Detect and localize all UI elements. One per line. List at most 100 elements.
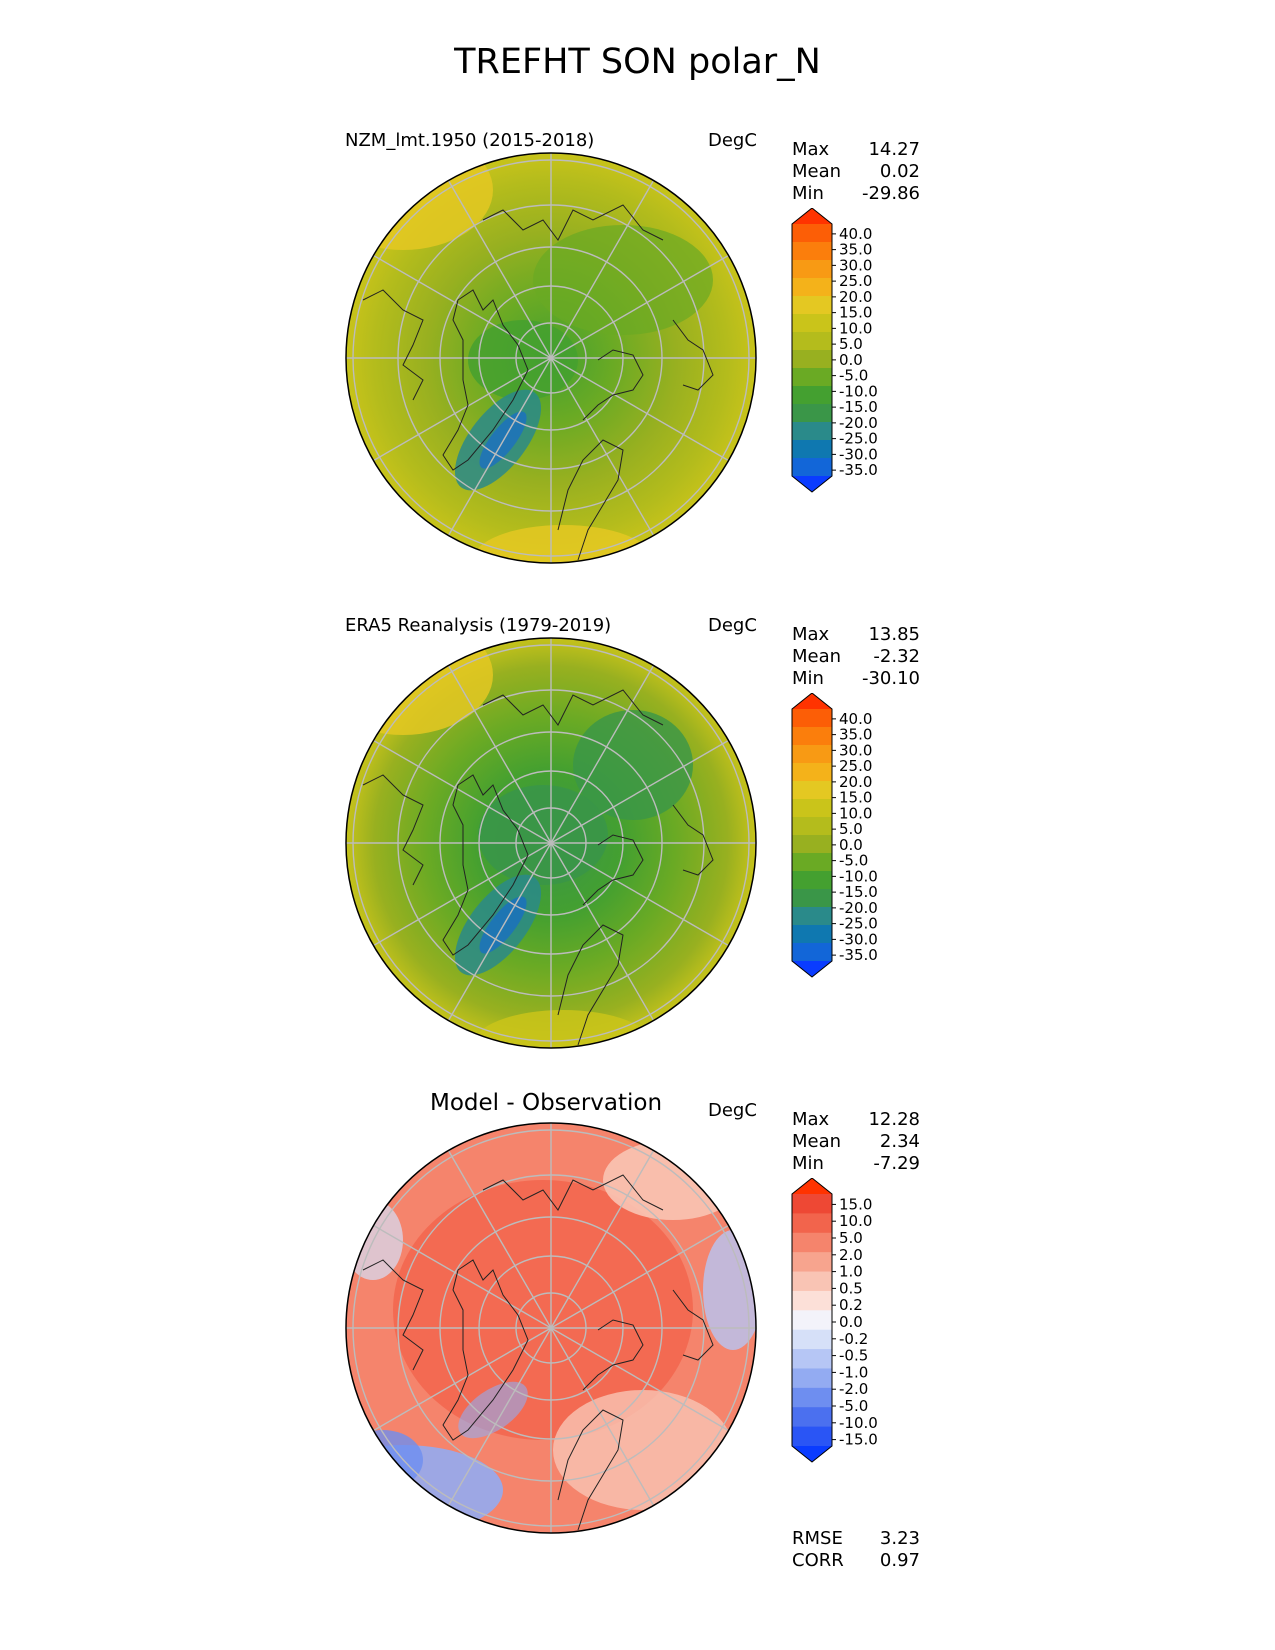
colorbar-segment bbox=[792, 1329, 832, 1350]
colorbar-segment bbox=[792, 278, 832, 297]
colorbar-segment bbox=[792, 709, 832, 728]
min-value: -29.86 bbox=[861, 183, 920, 204]
colorbar-tick-label: 5.0 bbox=[839, 820, 863, 838]
colorbar-tick-label: 2.0 bbox=[839, 1246, 863, 1264]
colorbar-segment bbox=[792, 1252, 832, 1273]
colorbar-segment bbox=[792, 889, 832, 908]
colorbar-tick-label: -10.0 bbox=[839, 382, 878, 400]
colorbar-tick-label: 30.0 bbox=[839, 256, 872, 274]
max-value: 12.28 bbox=[868, 1109, 920, 1130]
colorbar-tick-label: -35.0 bbox=[839, 946, 878, 964]
max-value: 13.85 bbox=[868, 624, 920, 645]
panel-test: NZM_lmt.1950 (2015-2018) DegC Max 14.27 M… bbox=[0, 130, 1275, 600]
colorbar-tick-label: -5.0 bbox=[839, 1397, 868, 1415]
stats-box: Max 13.85 Mean -2.32 Min -30.10 bbox=[792, 624, 920, 690]
min-label: Min bbox=[792, 668, 824, 689]
colorbar-tick-label: 15.0 bbox=[839, 304, 872, 322]
colorbar-tick-label: -20.0 bbox=[839, 414, 878, 432]
colorbar-tick-label: 40.0 bbox=[839, 710, 872, 728]
colorbar-tick-label: 25.0 bbox=[839, 272, 872, 290]
colorbar-segment bbox=[792, 242, 832, 261]
colorbar-segment bbox=[792, 332, 832, 351]
colorbar-segment bbox=[792, 1194, 832, 1214]
colorbar-tick-label: -25.0 bbox=[839, 430, 878, 448]
colorbar-tick-label: 40.0 bbox=[839, 225, 872, 243]
colorbar-segment bbox=[792, 296, 832, 315]
colorbar-segment bbox=[792, 1387, 832, 1408]
colorbar-tick-label: 5.0 bbox=[839, 1229, 863, 1247]
colorbar-segment bbox=[792, 763, 832, 782]
colorbar-tick-label: 10.0 bbox=[839, 319, 872, 337]
colorbar-segment bbox=[792, 1426, 832, 1447]
colorbar-tick-label: 35.0 bbox=[839, 726, 872, 744]
colorbar-tick-label: 10.0 bbox=[839, 804, 872, 822]
corr-value: 0.97 bbox=[879, 1550, 920, 1571]
colorbar-tick-label: -2.0 bbox=[839, 1380, 868, 1398]
colorbar-segment bbox=[792, 1368, 832, 1389]
polar-map bbox=[345, 152, 757, 564]
colorbar-tick-label: -5.0 bbox=[839, 852, 868, 870]
max-label: Max bbox=[792, 624, 830, 645]
colorbar-segment bbox=[792, 835, 832, 854]
mean-value: 2.34 bbox=[879, 1131, 920, 1152]
colorbar-tick-label: -0.2 bbox=[839, 1330, 868, 1348]
colorbar-segment bbox=[792, 817, 832, 836]
max-label: Max bbox=[792, 139, 830, 160]
polar-map bbox=[345, 637, 757, 1049]
panel-title: ERA5 Reanalysis (1979-2019) bbox=[345, 615, 612, 636]
min-value: -7.29 bbox=[873, 1153, 920, 1174]
colorbar: 15.010.05.02.01.00.50.20.0-0.2-0.5-1.0-2… bbox=[791, 1178, 878, 1463]
colorbar-tick-label: -30.0 bbox=[839, 930, 878, 948]
colorbar-segment bbox=[792, 224, 832, 243]
colorbar-tick-label: 20.0 bbox=[839, 288, 872, 306]
colorbar-tick-label: -15.0 bbox=[839, 1431, 878, 1449]
min-label: Min bbox=[792, 1153, 824, 1174]
colorbar-segment bbox=[792, 1271, 832, 1292]
colorbar-tick-label: 10.0 bbox=[839, 1212, 872, 1230]
corr-label: CORR bbox=[792, 1550, 844, 1571]
colorbar-segment bbox=[792, 1232, 832, 1253]
mean-value: 0.02 bbox=[879, 161, 920, 182]
colorbar-tick-label: 0.5 bbox=[839, 1279, 863, 1297]
colorbar-tick-label: -15.0 bbox=[839, 398, 878, 416]
max-value: 14.27 bbox=[868, 139, 920, 160]
colorbar-tick-label: 0.0 bbox=[839, 836, 863, 854]
colorbar-tick-label: -15.0 bbox=[839, 883, 878, 901]
colorbar-tick-label: -20.0 bbox=[839, 899, 878, 917]
panel-title: NZM_lmt.1950 (2015-2018) bbox=[345, 130, 595, 151]
colorbar-segment bbox=[792, 1213, 832, 1234]
colorbar-tick-label: 15.0 bbox=[839, 1195, 872, 1213]
colorbar-tick-label: -25.0 bbox=[839, 915, 878, 933]
colorbar-tick-label: 1.0 bbox=[839, 1263, 863, 1281]
panel-units: DegC bbox=[708, 1100, 757, 1121]
colorbar-segment bbox=[792, 1407, 832, 1428]
rmse-label: RMSE bbox=[792, 1528, 843, 1549]
polar-map bbox=[345, 1122, 757, 1534]
colorbar-extend-min bbox=[792, 476, 832, 492]
colorbar: 40.035.030.025.020.015.010.05.00.0-5.0-1… bbox=[791, 693, 878, 978]
panel-units: DegC bbox=[708, 130, 757, 151]
min-label: Min bbox=[792, 183, 824, 204]
colorbar-tick-label: 5.0 bbox=[839, 335, 863, 353]
stats-box: Max 14.27 Mean 0.02 Min -29.86 bbox=[792, 139, 920, 205]
colorbar-tick-label: -10.0 bbox=[839, 867, 878, 885]
colorbar-tick-label: 0.0 bbox=[839, 1313, 863, 1331]
colorbar-segment bbox=[792, 907, 832, 926]
max-label: Max bbox=[792, 1109, 830, 1130]
colorbar-segment bbox=[792, 853, 832, 872]
panel-reference: ERA5 Reanalysis (1979-2019) DegC Max 13.8… bbox=[0, 615, 1275, 1085]
colorbar-segment bbox=[792, 943, 832, 962]
stats-box: Max 12.28 Mean 2.34 Min -7.29 bbox=[792, 1109, 920, 1175]
colorbar-segment bbox=[792, 799, 832, 818]
colorbar-tick-label: -10.0 bbox=[839, 1414, 878, 1432]
mean-value: -2.32 bbox=[873, 646, 920, 667]
colorbar-segment bbox=[792, 422, 832, 441]
summary-stats: RMSE 3.23 CORR 0.97 bbox=[792, 1528, 920, 1572]
colorbar-segment bbox=[792, 781, 832, 800]
colorbar-segment bbox=[792, 871, 832, 890]
colorbar-tick-label: -0.5 bbox=[839, 1347, 868, 1365]
figure-title: TREFHT SON polar_N bbox=[454, 42, 821, 82]
panel-difference: Model - Observation DegC Max 12.28 Mean 2.… bbox=[0, 1090, 1275, 1570]
colorbar-tick-label: -30.0 bbox=[839, 445, 878, 463]
min-value: -30.10 bbox=[861, 668, 920, 689]
